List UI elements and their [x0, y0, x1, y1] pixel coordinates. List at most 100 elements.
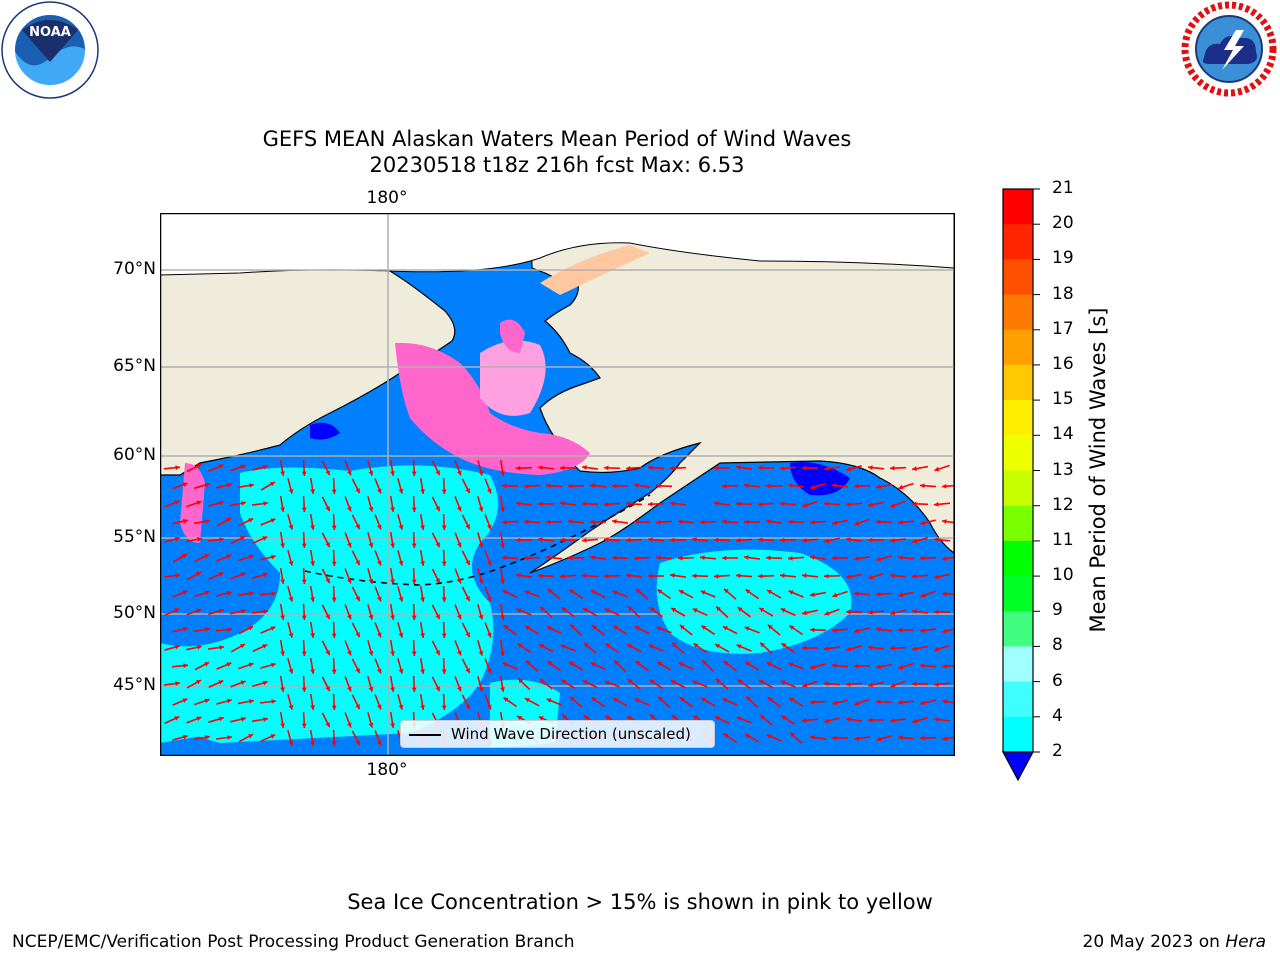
wave-direction-arrowhead	[441, 597, 447, 602]
wave-direction-arrowhead	[758, 680, 764, 685]
wave-direction-arrowhead	[802, 610, 807, 616]
wave-direction-arrowhead	[745, 661, 751, 667]
sea-ice-chukchi	[500, 319, 525, 353]
svg-text:NOAA: NOAA	[29, 25, 71, 40]
wave-direction-arrowhead	[270, 554, 276, 560]
colorbar-band	[1003, 400, 1033, 436]
wave-direction-arrowhead	[582, 573, 587, 579]
wave-direction-arrowhead	[810, 484, 816, 490]
wave-direction-arrowhead	[612, 590, 618, 595]
wave-direction-arrowhead	[560, 644, 566, 649]
colorbar-band	[1003, 681, 1033, 718]
wave-direction-arrowhead	[398, 560, 404, 566]
wave-direction-arrowhead	[368, 722, 374, 728]
wave-direction-arrowhead	[590, 590, 596, 595]
wave-region-cyan-sw	[160, 653, 252, 743]
wave-direction-arrowhead	[355, 740, 360, 746]
wave-direction-arrowhead	[759, 607, 765, 613]
colorbar-tick-label: 21	[1052, 178, 1074, 198]
wave-direction-arrowhead	[516, 537, 521, 543]
wave-direction-arrowhead	[678, 662, 684, 667]
wave-direction-arrowhead	[648, 644, 654, 649]
wave-direction-arrowhead	[347, 650, 352, 656]
land-alaska	[529, 213, 954, 574]
wave-direction-arrowhead	[500, 687, 505, 692]
wave-direction-arrowhead	[648, 465, 653, 471]
wave-direction-arrowhead	[539, 679, 545, 684]
wave-direction-arrowhead	[912, 609, 917, 614]
wave-direction-arrowhead	[262, 572, 268, 578]
wave-direction-arrowhead	[701, 698, 707, 703]
wave-direction-arrowhead	[722, 555, 727, 561]
wave-direction-arrowhead	[802, 573, 807, 578]
wave-direction-arrowhead	[614, 660, 619, 666]
wave-direction-arrowhead	[802, 682, 808, 688]
wave-direction-arrowhead	[331, 525, 337, 530]
wave-direction-arrowhead	[280, 687, 285, 692]
wave-direction-arrowhead	[656, 626, 662, 631]
wave-direction-arrowhead	[788, 519, 793, 525]
wave-direction-arrowhead	[626, 537, 631, 543]
wave-direction-arrowhead	[626, 644, 632, 649]
wave-direction-arrowhead	[355, 596, 360, 602]
colorbar-tick-label: 8	[1052, 635, 1063, 656]
wave-direction-arrowhead	[196, 500, 202, 506]
wave-direction-arrowhead	[890, 538, 895, 543]
wave-direction-arrowhead	[435, 650, 440, 656]
wave-direction-arrowhead	[789, 625, 795, 630]
wave-direction-arrowhead	[538, 644, 544, 649]
wave-direction-arrowhead	[331, 489, 337, 494]
colorbar-tick-label: 19	[1052, 248, 1074, 269]
wave-direction-arrowhead	[325, 506, 330, 512]
wave-direction-arrowhead	[678, 519, 683, 525]
wave-direction-arrowhead	[182, 734, 188, 740]
wave-direction-arrowhead	[656, 555, 661, 561]
wave-direction-arrowhead	[390, 723, 395, 728]
wave-direction-arrowhead	[890, 683, 896, 688]
wave-direction-arrowhead	[670, 537, 675, 543]
wave-direction-arrowhead	[612, 483, 617, 489]
wave-direction-arrowhead	[912, 466, 917, 471]
wave-direction-arrowhead	[175, 573, 180, 578]
wave-direction-arrowhead	[175, 465, 180, 470]
wave-direction-arrowhead	[368, 470, 374, 476]
wave-direction-arrowhead	[790, 732, 795, 738]
wave-direction-arrowhead	[500, 579, 505, 584]
colorbar-band	[1003, 576, 1033, 612]
wave-direction-arrowhead	[692, 608, 698, 613]
wave-direction-arrowhead	[487, 632, 492, 638]
wave-direction-arrowhead	[219, 537, 224, 542]
wave-direction-arrowhead	[368, 686, 374, 692]
wave-direction-arrowhead	[724, 588, 729, 594]
wave-direction-arrowhead	[182, 482, 188, 487]
wave-direction-arrowhead	[310, 525, 315, 530]
wave-direction-arrowhead	[377, 668, 382, 674]
wave-direction-arrowhead	[325, 614, 330, 620]
wave-direction-arrowhead	[671, 608, 677, 613]
wave-direction-arrowhead	[310, 597, 315, 602]
wave-direction-arrowhead	[271, 591, 276, 596]
wave-direction-arrowhead	[398, 488, 404, 494]
wave-direction-arrowhead	[898, 700, 903, 705]
wave-direction-arrowhead	[634, 698, 640, 703]
wave-direction-arrowhead	[411, 615, 417, 620]
wave-direction-arrowhead	[627, 679, 633, 684]
wave-direction-arrowhead	[435, 542, 440, 548]
wave-direction-arrowhead	[262, 536, 268, 541]
wave-direction-arrowhead	[390, 507, 395, 512]
wave-direction-arrowhead	[301, 687, 307, 692]
wave-direction-arrowhead	[736, 501, 741, 507]
wave-direction-arrowhead	[502, 590, 508, 595]
wave-direction-arrowhead	[824, 501, 829, 507]
wave-direction-arrowhead	[420, 597, 425, 602]
wave-direction-arrowhead	[420, 525, 425, 530]
wave-direction-arrowhead	[226, 590, 232, 596]
wave-direction-arrowhead	[876, 519, 881, 525]
wave-direction-arrowhead	[500, 507, 505, 512]
wave-direction-arrowhead	[538, 537, 543, 542]
wave-direction-arrowhead	[657, 661, 663, 667]
wave-direction-arrowhead	[331, 597, 337, 602]
wave-direction-arrowhead	[546, 483, 551, 489]
wave-direction-arrowhead	[331, 669, 337, 674]
wave-direction-arrowhead	[693, 643, 699, 648]
